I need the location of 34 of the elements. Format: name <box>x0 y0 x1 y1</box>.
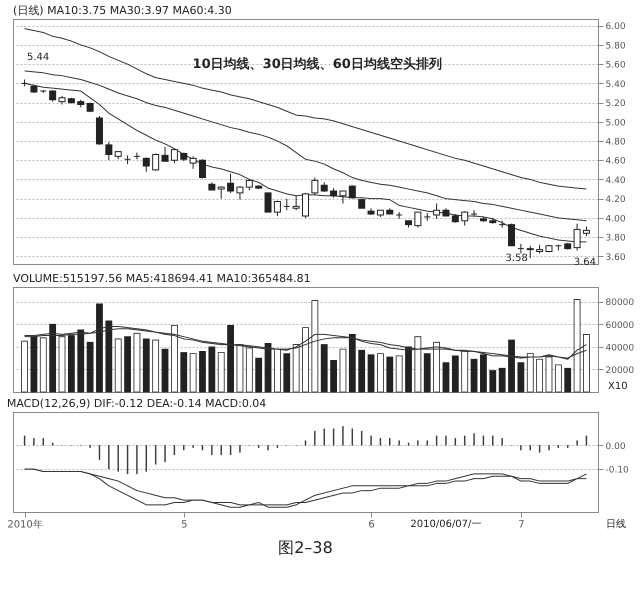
y-tick-label: -0.10 <box>606 466 630 476</box>
x-tick-label: 2010年 <box>7 518 43 530</box>
y-tick-label: 4.40 <box>606 176 626 186</box>
y-tick-label: 5.40 <box>606 80 626 90</box>
y-tick-label: 60000 <box>606 320 634 331</box>
y-tick-label: 6.00 <box>606 22 626 32</box>
y-tick-label: 40000 <box>606 343 634 354</box>
annotation: 3.58 <box>506 253 528 264</box>
x-tick-label: 7 <box>518 520 525 530</box>
y-tick-label: 5.00 <box>606 118 626 128</box>
chart-title: VOLUME:515197.56 MA5:418694.41 MA10:365484.81 <box>13 272 311 285</box>
caption: 图2–38 <box>278 538 333 557</box>
x-tick-label: 6 <box>368 520 375 530</box>
annotation: 3.64 <box>574 257 596 268</box>
y-tick-label: 5.80 <box>606 41 626 52</box>
text: X10 <box>608 381 628 392</box>
text: 日线 <box>606 518 626 530</box>
x-tick-label: 5 <box>181 520 188 530</box>
y-tick-label: 4.20 <box>606 195 626 206</box>
y-tick-label: 80000 <box>606 298 634 308</box>
text: 2010/06/07/一 <box>410 519 482 530</box>
y-tick-label: 20000 <box>606 366 634 376</box>
y-tick-label: 4.60 <box>606 156 626 167</box>
y-tick-label: 3.60 <box>606 252 626 263</box>
y-tick-label: 5.60 <box>606 60 626 71</box>
y-tick-label: 4.00 <box>606 214 626 224</box>
chart-title: MACD(12,26,9) DIF:-0.12 DEA:-0.14 MACD:0.04 <box>6 397 266 410</box>
chart-title: (日线) MA10:3.75 MA30:3.97 MA60:4.30 <box>13 4 232 17</box>
annotation: 10日均线、30日均线、60日均线空头排列 <box>192 56 442 72</box>
annotation: 5.44 <box>27 52 50 63</box>
y-tick-label: 0.00 <box>606 442 626 452</box>
y-tick-label: 3.80 <box>606 234 626 244</box>
y-tick-label: 4.80 <box>606 138 626 148</box>
y-tick-label: 5.20 <box>606 99 626 110</box>
